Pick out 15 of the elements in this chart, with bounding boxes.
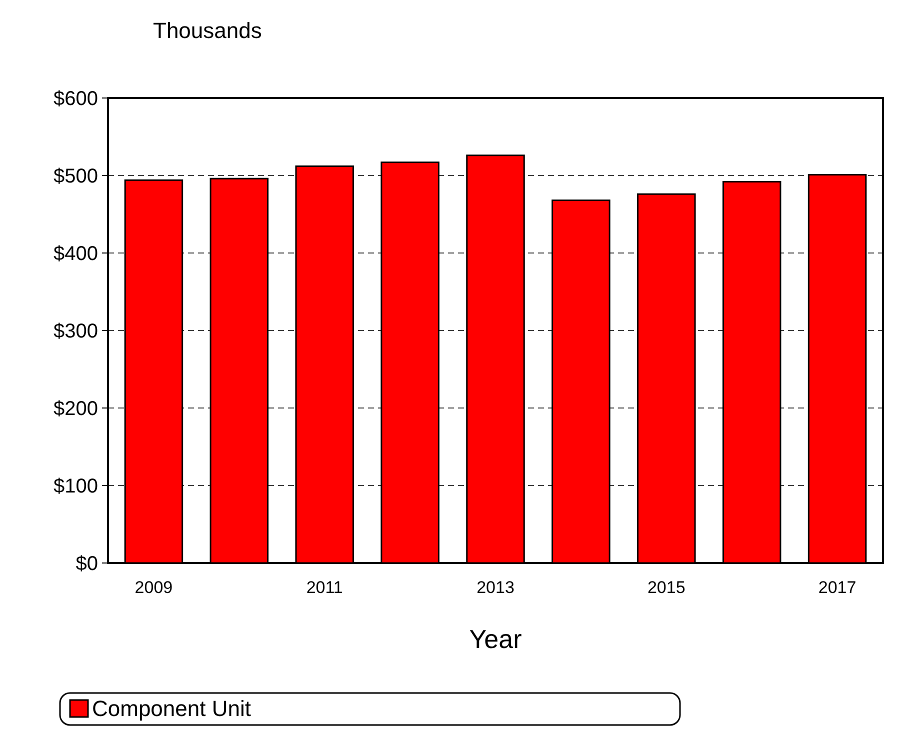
y-tick-label: $200	[54, 398, 98, 420]
y-axis-title: Thousands	[153, 18, 262, 43]
x-tick-label: 2013	[476, 578, 514, 597]
x-tick-label: 2009	[134, 578, 173, 597]
y-tick-label: $400	[54, 243, 98, 265]
legend-label: Component Unit	[92, 696, 251, 721]
y-tick-label: $100	[54, 476, 98, 498]
y-tick-label: $0	[76, 553, 98, 575]
x-tick-label: 2017	[818, 578, 856, 597]
y-tick-label: $500	[54, 166, 98, 188]
x-tick-label: 2015	[647, 578, 686, 597]
x-tick-label: 2011	[306, 578, 343, 597]
y-tick-label: $300	[54, 320, 98, 342]
x-axis-title: Year	[469, 624, 522, 654]
y-tick-label: $600	[54, 88, 98, 110]
